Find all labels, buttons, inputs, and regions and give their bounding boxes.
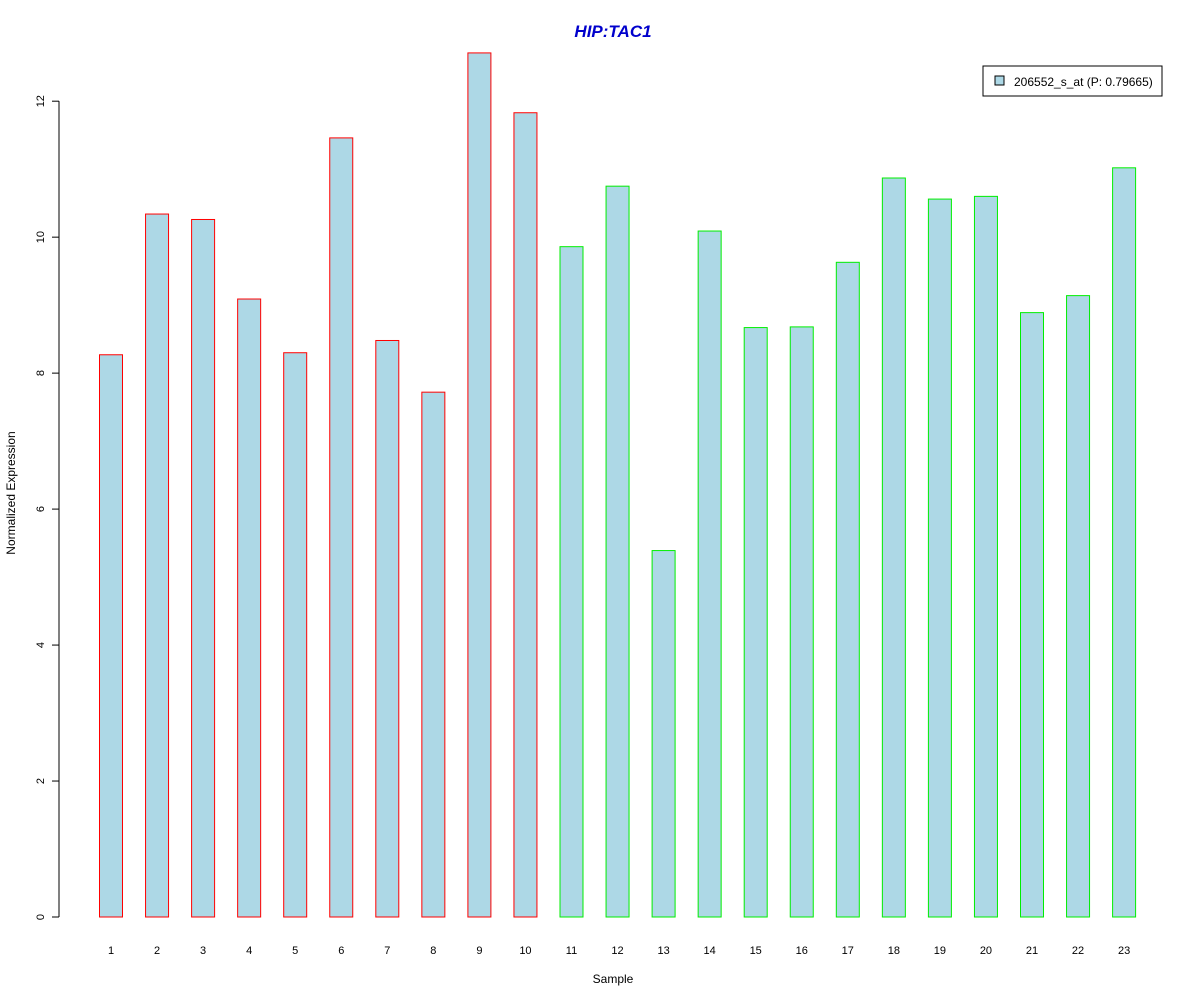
chart-title: HIP:TAC1 [574, 22, 651, 41]
bar [743, 327, 768, 918]
y-tick-label: 8 [35, 370, 47, 376]
bar [375, 339, 400, 918]
x-tick-label: 21 [1026, 945, 1038, 957]
x-tick-label: 22 [1072, 945, 1084, 957]
x-tick-label: 10 [519, 945, 531, 957]
x-tick-label: 19 [934, 945, 946, 957]
x-tick-label: 15 [750, 945, 762, 957]
legend: 206552_s_at (P: 0.79665) [982, 65, 1163, 97]
y-tick-label: 2 [35, 778, 47, 784]
y-tick-label: 0 [35, 914, 47, 920]
x-tick-label: 8 [430, 945, 436, 957]
x-tick-label: 12 [611, 945, 623, 957]
x-tick-label: 23 [1118, 945, 1130, 957]
x-axis-label: Sample [593, 972, 634, 986]
x-tick-label: 9 [476, 945, 482, 957]
x-tick-label: 3 [200, 945, 206, 957]
y-tick-label: 6 [35, 506, 47, 512]
bar [927, 198, 952, 918]
x-tick-label: 4 [246, 945, 252, 957]
bar [513, 112, 538, 918]
y-tick-label: 4 [35, 642, 47, 648]
x-tick-label: 14 [704, 945, 716, 957]
bar [835, 261, 860, 918]
bar [329, 137, 354, 918]
bar [789, 326, 814, 918]
y-tick-label: 12 [35, 95, 47, 107]
bar [605, 185, 630, 918]
y-axis-label: Normalized Expression [4, 431, 18, 554]
x-tick-labels: 1 2 3 4 5 6 7 8 9 10 11 12 13 14 15 16 17 18 19 20 21 22 23 [108, 945, 1130, 957]
legend-label: 206552_s_at (P: 0.79665) [1014, 75, 1153, 89]
x-tick-label: 5 [292, 945, 298, 957]
x-tick-label: 13 [657, 945, 669, 957]
bar [99, 354, 123, 918]
bar [1020, 312, 1044, 918]
x-tick-label: 17 [842, 945, 854, 957]
bars [99, 52, 1137, 918]
bar [467, 52, 492, 918]
bar [973, 195, 998, 918]
bar [191, 218, 216, 918]
x-tick-label: 11 [566, 945, 577, 957]
x-tick-label: 2 [154, 945, 160, 957]
y-axis: 0 2 4 6 8 10 12 [35, 95, 60, 920]
x-tick-label: 20 [980, 945, 992, 957]
bar [881, 177, 906, 918]
bar [283, 352, 308, 918]
bar [559, 246, 584, 918]
x-tick-label: 7 [384, 945, 390, 957]
bar [651, 550, 676, 918]
bar [237, 298, 262, 918]
legend-box [982, 65, 1163, 97]
x-tick-label: 1 [108, 945, 114, 957]
bar [421, 391, 446, 918]
bar [1112, 167, 1137, 918]
legend-swatch [994, 75, 1005, 86]
bar [1066, 295, 1091, 918]
x-tick-label: 18 [888, 945, 900, 957]
x-tick-label: 16 [796, 945, 808, 957]
bar [145, 213, 170, 918]
bar [697, 230, 722, 918]
y-tick-label: 10 [35, 231, 47, 243]
x-tick-label: 6 [338, 945, 344, 957]
